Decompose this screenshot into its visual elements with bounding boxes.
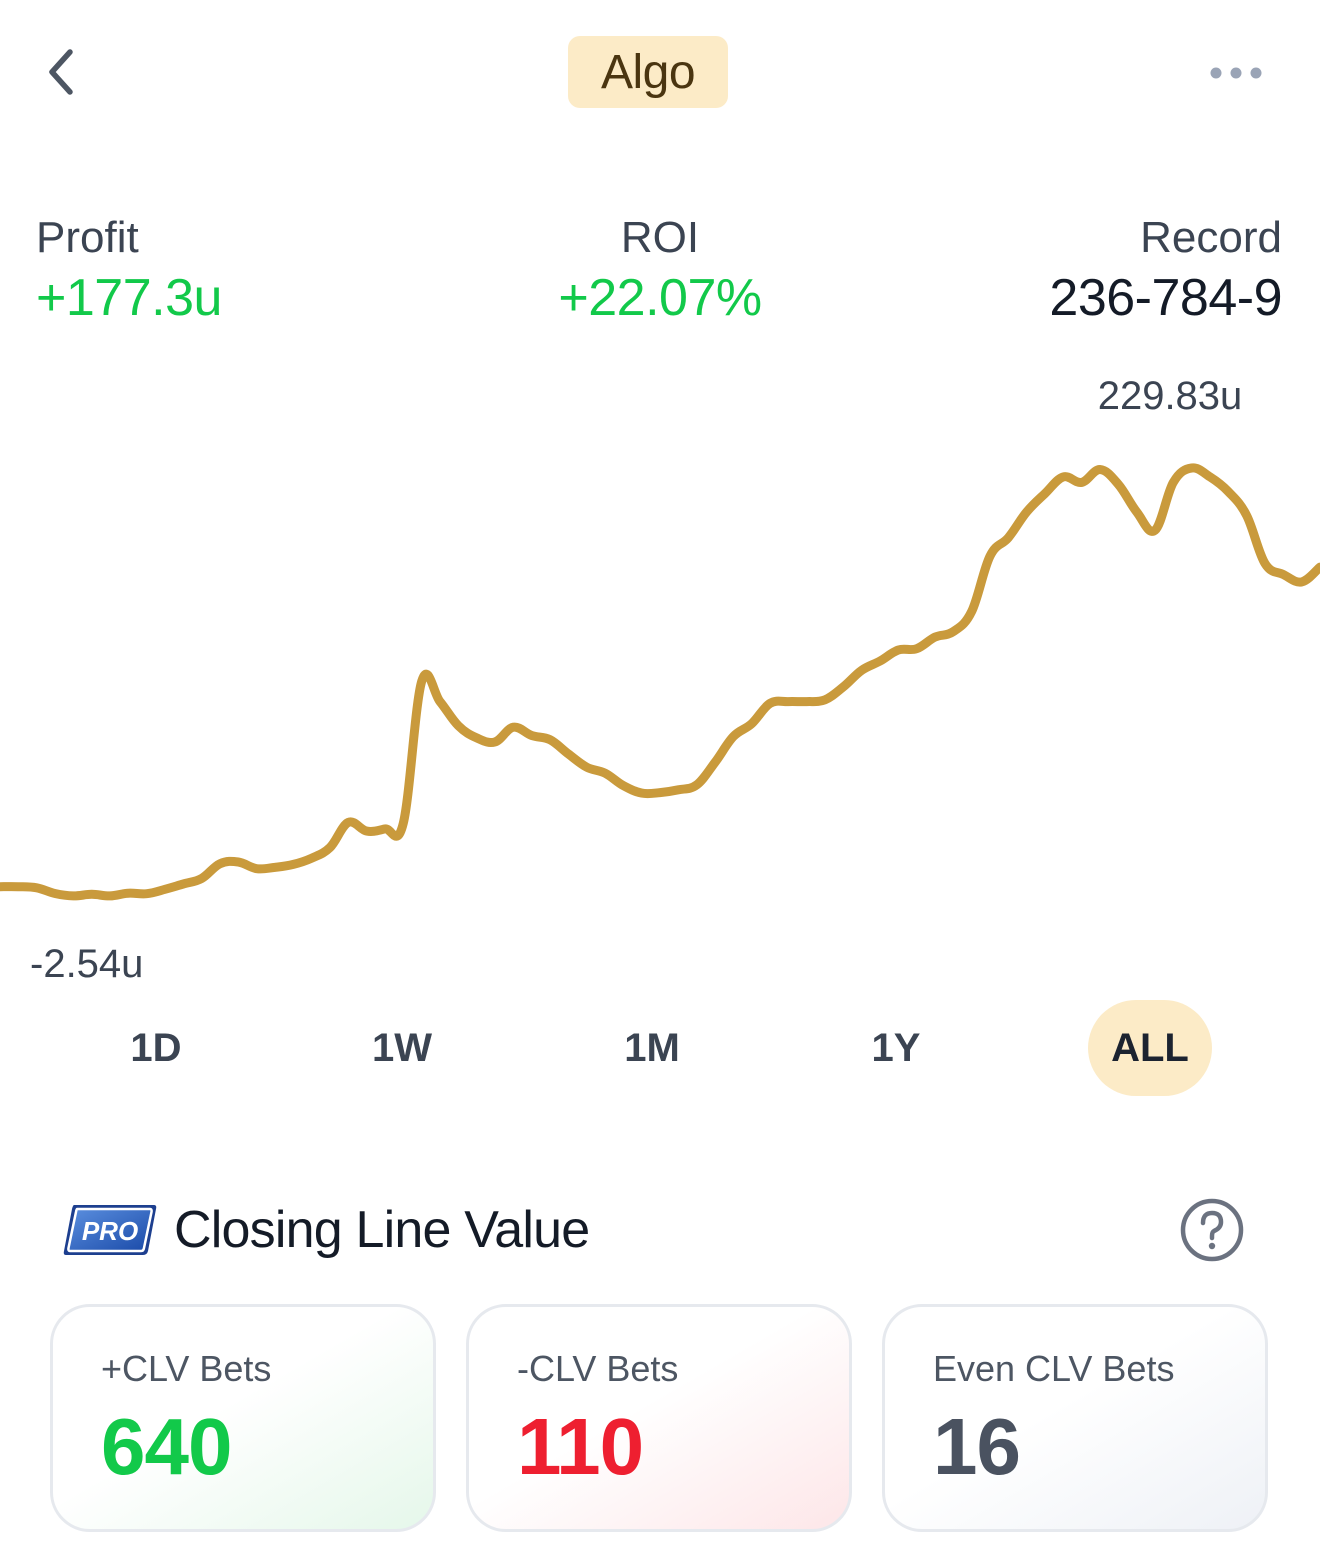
back-button[interactable] (28, 40, 92, 104)
negative-clv-card[interactable]: -CLV Bets 110 (466, 1304, 852, 1532)
profit-label: Profit (36, 213, 139, 262)
more-horizontal-icon (1210, 67, 1262, 79)
help-button[interactable] (1180, 1198, 1244, 1262)
tab-1y[interactable]: 1Y (871, 1025, 921, 1070)
chart-series-line (0, 463, 1320, 901)
negative-clv-value: 110 (517, 1402, 644, 1491)
roi-value: +22.07% (558, 269, 762, 327)
tab-1d[interactable]: 1D (130, 1025, 182, 1070)
tab-all[interactable]: ALL (1088, 1000, 1212, 1096)
positive-clv-label: +CLV Bets (101, 1348, 272, 1389)
chart-min-label: -2.54u (30, 942, 144, 986)
positive-clv-value: 640 (101, 1402, 232, 1491)
roi-label: ROI (620, 213, 700, 262)
record-value: 236-784-9 (1049, 269, 1282, 327)
chevron-left-icon (49, 49, 73, 95)
clv-section-title: Closing Line Value (174, 1201, 590, 1259)
profit-value: +177.3u (36, 269, 222, 327)
help-circle-icon (1180, 1198, 1244, 1262)
even-clv-value: 16 (933, 1402, 1021, 1491)
tab-1w[interactable]: 1W (372, 1025, 432, 1070)
profit-chart[interactable] (0, 440, 1320, 920)
even-clv-label: Even CLV Bets (933, 1348, 1175, 1389)
record-label: Record (1140, 213, 1282, 262)
chart-max-label: 229.83u (1097, 374, 1243, 418)
more-button[interactable] (1196, 48, 1276, 98)
pro-badge: PRO (63, 1205, 157, 1255)
even-clv-card[interactable]: Even CLV Bets 16 (882, 1304, 1268, 1532)
tab-1m[interactable]: 1M (624, 1025, 680, 1070)
negative-clv-label: -CLV Bets (517, 1348, 679, 1389)
positive-clv-card[interactable]: +CLV Bets 640 (50, 1304, 436, 1532)
page-title: Algo (568, 36, 728, 108)
pro-badge-text: PRO (82, 1216, 138, 1246)
